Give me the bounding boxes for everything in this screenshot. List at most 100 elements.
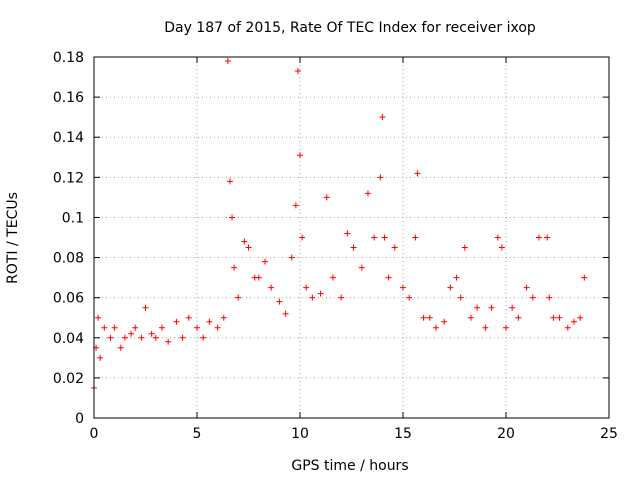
data-point	[132, 324, 139, 331]
data-point	[420, 314, 427, 321]
x-axis-label: GPS time / hours	[291, 458, 408, 474]
data-point	[391, 244, 398, 251]
data-point	[235, 294, 242, 301]
data-point	[358, 264, 365, 271]
data-point	[494, 234, 501, 241]
data-point	[128, 330, 135, 337]
data-point	[148, 330, 155, 337]
data-point	[414, 170, 421, 177]
data-point	[529, 294, 536, 301]
data-point	[577, 314, 584, 321]
data-point	[364, 190, 371, 197]
data-point	[344, 230, 351, 237]
data-point	[564, 324, 571, 331]
data-point	[329, 274, 336, 281]
data-point	[432, 324, 439, 331]
data-point	[241, 238, 248, 245]
x-tick-label: 25	[600, 426, 618, 442]
data-point	[220, 314, 227, 321]
data-point	[294, 68, 301, 75]
data-point	[107, 334, 114, 341]
data-point	[226, 178, 233, 185]
data-point	[288, 254, 295, 261]
data-point	[503, 324, 509, 331]
data-point	[276, 298, 283, 305]
data-point	[426, 314, 433, 321]
data-point	[95, 314, 102, 321]
data-point	[482, 324, 489, 331]
data-point	[206, 318, 213, 325]
data-point	[165, 338, 172, 345]
data-point	[441, 318, 448, 325]
data-point	[381, 234, 388, 241]
data-point	[185, 314, 192, 321]
data-point	[245, 244, 252, 251]
data-point	[535, 234, 542, 241]
data-point	[142, 304, 149, 311]
x-tick-label: 0	[90, 426, 99, 442]
y-tick-label: 0.04	[53, 331, 84, 347]
x-tick-label: 15	[394, 426, 412, 442]
data-point	[323, 194, 330, 201]
data-point	[111, 324, 118, 331]
y-tick-label: 0.16	[53, 90, 84, 106]
data-point	[523, 284, 530, 291]
data-point	[292, 202, 299, 209]
data-point	[474, 304, 481, 311]
data-point	[121, 334, 128, 341]
data-point	[544, 234, 551, 241]
data-point	[556, 314, 563, 321]
data-point	[509, 304, 516, 311]
y-tick-label: 0.14	[53, 130, 84, 146]
data-point	[338, 294, 345, 301]
y-tick-label: 0.1	[62, 210, 84, 226]
data-point	[179, 334, 186, 341]
axis-ticks	[93, 56, 610, 419]
data-point	[371, 234, 378, 241]
data-point	[138, 334, 145, 341]
data-point	[101, 324, 108, 331]
data-point	[97, 354, 104, 361]
y-tick-label: 0.12	[53, 170, 84, 186]
x-tick-label: 5	[193, 426, 202, 442]
y-axis-label: ROTI / TECUs	[5, 192, 21, 284]
data-point	[231, 264, 238, 271]
data-point	[550, 314, 557, 321]
data-point	[350, 244, 357, 251]
data-point	[200, 334, 207, 341]
data-point	[214, 324, 221, 331]
data-point	[224, 58, 231, 65]
data-point	[261, 258, 268, 265]
data-point	[406, 294, 413, 301]
data-point	[379, 114, 386, 121]
y-tick-label: 0.06	[53, 291, 84, 307]
data-point	[467, 314, 474, 321]
data-point	[412, 234, 419, 241]
data-point	[546, 294, 553, 301]
data-point	[309, 294, 316, 301]
chart-title: Day 187 of 2015, Rate Of TEC Index for r…	[164, 20, 536, 36]
data-point	[457, 294, 464, 301]
data-point	[515, 314, 522, 321]
data-point	[453, 274, 460, 281]
data-point	[194, 324, 200, 331]
grid-lines	[94, 57, 609, 418]
data-point	[152, 334, 159, 341]
plot-frame	[93, 56, 610, 419]
data-point	[158, 324, 165, 331]
data-point	[299, 234, 306, 241]
data-point	[570, 318, 577, 325]
data-point	[297, 152, 303, 159]
axis-tick-labels: 0 0.02 0.04 0.06 0.08 0.1 0.12 0.14 0.16 0.18 0 5 10…	[53, 50, 618, 442]
data-point	[400, 284, 406, 291]
data-point	[173, 318, 180, 325]
x-tick-label: 10	[291, 426, 309, 442]
data-point	[229, 214, 236, 221]
x-tick-label: 20	[497, 426, 515, 442]
data-point	[581, 274, 588, 281]
data-point	[317, 290, 324, 297]
data-point	[488, 304, 495, 311]
data-point	[255, 274, 262, 281]
data-point	[385, 274, 392, 281]
